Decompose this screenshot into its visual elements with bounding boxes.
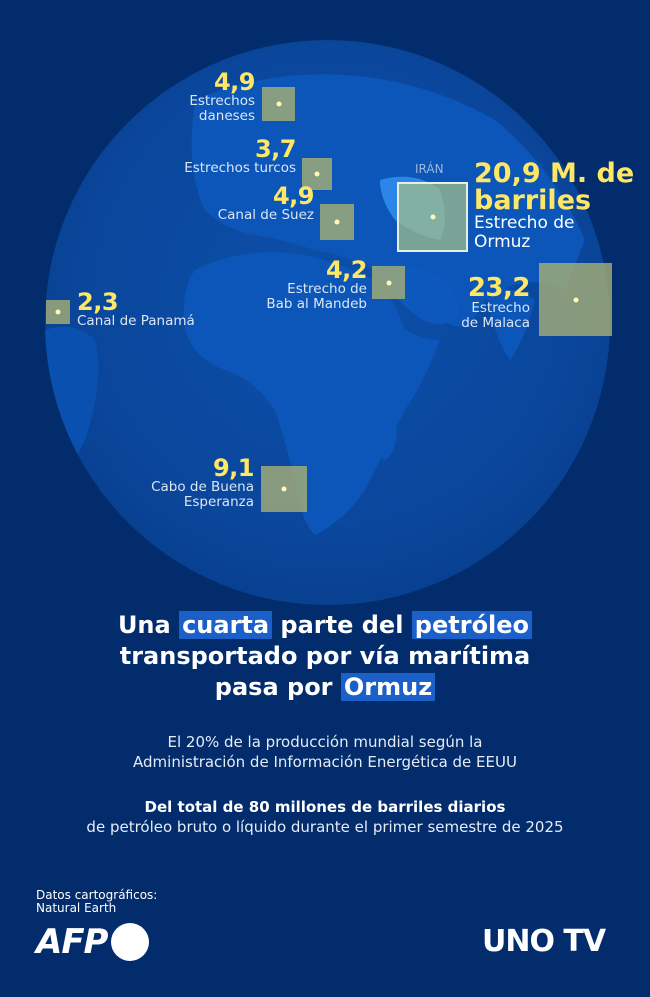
label-estrecho-de-ormuz: 20,9 M. de barriles Estrecho de Ormuz (474, 160, 634, 252)
headline: Una cuarta parte del petróleo transporta… (0, 610, 650, 703)
box-canal-de-panama (46, 300, 70, 324)
box-canal-de-suez (320, 204, 354, 240)
africa-shape (183, 252, 440, 535)
name: Estrechos turcos (184, 160, 296, 176)
marker-dot (430, 214, 435, 220)
footnote: Del total de 80 millones de barriles dia… (0, 797, 650, 837)
value: 3,7 (254, 135, 297, 163)
box-cabo-de-buena-esperanza (261, 466, 307, 512)
india-shape (485, 288, 535, 360)
uno-tv-logo: UNO TV (482, 918, 606, 964)
headline-highlight: cuarta (179, 611, 273, 639)
headline-highlight: Ormuz (340, 673, 436, 701)
box-estrecho-de-malaca (539, 263, 612, 336)
afp-logo-text: AFP (36, 922, 108, 962)
label-estrecho-de-bab-al-mandeb: 4,2 Estrecho de Bab al Mandeb (266, 258, 367, 312)
name: Bab al Mandeb (266, 296, 367, 312)
name: Estrecho (471, 300, 530, 316)
name: Esperanza (183, 494, 254, 510)
value-unit: barriles (474, 185, 592, 216)
marker-dot (386, 280, 391, 285)
credits-line: Natural Earth (36, 901, 117, 915)
headline-text: pasa por (214, 673, 341, 701)
madagascar-shape (380, 419, 397, 460)
name: Estrecho de (287, 281, 367, 297)
headline-text: transportado por vía marítima (119, 642, 531, 670)
value: 9,1 (212, 454, 255, 482)
name: Ormuz (474, 232, 531, 252)
label-canal-de-suez: 4,9 Canal de Suez (217, 182, 315, 223)
name: Canal de Panamá (77, 313, 195, 329)
afp-circle-icon (111, 923, 150, 961)
name: Cabo de Buena (151, 479, 254, 495)
name: daneses (198, 108, 255, 124)
label-canal-de-panama: 2,3 Canal de Panamá (77, 290, 195, 329)
marker-dot (573, 297, 578, 302)
box-estrechos-daneses (262, 87, 295, 121)
label-cabo-de-buena-esperanza: 9,1 Cabo de Buena Esperanza (151, 456, 254, 510)
headline-highlight: petróleo (411, 611, 533, 639)
box-estrecho-de-ormuz (397, 182, 468, 252)
value: 4,9 (213, 68, 256, 96)
marker-dot (314, 171, 320, 177)
marker-dot (55, 309, 61, 315)
credits-line: Datos cartográficos: (36, 888, 158, 902)
label-estrechos-turcos: 3,7 Estrechos turcos (184, 137, 296, 176)
marker-dot (281, 486, 287, 492)
box-estrechos-turcos (302, 158, 332, 190)
country-label-iran: IRÁN (415, 162, 444, 176)
label-estrechos-daneses: 4,9 Estrechos daneses (189, 70, 255, 124)
map-credits: Datos cartográficos: Natural Earth (36, 889, 157, 915)
value: 23,2 (467, 273, 531, 303)
marker-dot (276, 101, 281, 107)
footnote-bold: Del total de 80 millones de barriles dia… (144, 798, 506, 816)
marker-dot (334, 219, 340, 225)
name: de Malaca (461, 315, 530, 331)
south-america-shape (45, 326, 99, 500)
subtitle-line: El 20% de la producción mundial según la (167, 733, 483, 751)
headline-text: parte del (272, 611, 412, 639)
headline-text: Una (117, 611, 180, 639)
value: 20,9 M. de (474, 158, 635, 189)
footnote-line: de petróleo bruto o líquido durante el p… (86, 818, 564, 836)
value: 4,2 (325, 256, 368, 284)
value: 2,3 (77, 288, 119, 316)
name: Estrechos (189, 93, 255, 109)
value: 4,9 (272, 182, 315, 210)
subtitle: El 20% de la producción mundial según la… (0, 732, 650, 772)
label-estrecho-de-malaca: 23,2 Estrecho de Malaca (461, 275, 530, 331)
uno-tv-logo-text: UNO TV (482, 923, 606, 959)
name: Estrecho de (474, 213, 575, 233)
subtitle-line: Administración de Información Energética… (133, 753, 517, 771)
box-estrecho-de-bab-al-mandeb (372, 266, 405, 299)
afp-logo: AFP (36, 922, 150, 962)
name: Canal de Suez (217, 207, 314, 223)
